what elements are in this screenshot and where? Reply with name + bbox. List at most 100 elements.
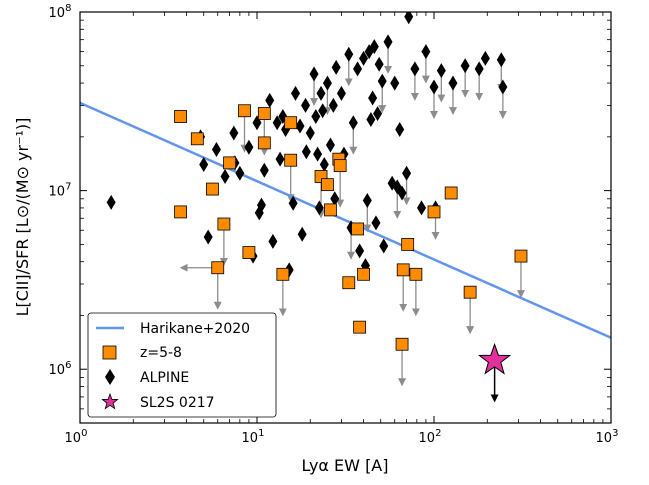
x-tick-exponent: 2	[435, 428, 441, 439]
y-tick-base: 10	[49, 185, 66, 200]
z5-8-point	[211, 261, 225, 275]
z5-8-point	[427, 205, 441, 219]
legend-square-marker	[102, 345, 117, 360]
y-tick-base: 10	[49, 6, 66, 21]
z5-8-point	[206, 182, 219, 196]
legend-frame	[87, 312, 277, 418]
legend-label-alpine: ALPINE	[140, 370, 189, 386]
z5-8-point	[284, 153, 298, 167]
alpine-point	[281, 121, 291, 137]
alpine-point	[366, 112, 376, 128]
alpine-point	[460, 58, 470, 74]
z5-8-point	[401, 237, 415, 251]
y-tick-label: 106	[49, 360, 72, 378]
alpine-point	[309, 66, 319, 82]
z5-8-point	[324, 203, 337, 217]
y-tick-exponent: 8	[65, 3, 71, 14]
legend-label-z5-8: z=5-8	[140, 345, 182, 361]
z5-8-point	[409, 267, 423, 281]
z5-8-point	[342, 276, 356, 290]
z5-8-series	[174, 104, 528, 351]
alpine-point	[348, 115, 358, 131]
y-tick-exponent: 6	[65, 360, 71, 371]
legend-diamond-marker	[105, 369, 115, 385]
z5-8-point	[353, 320, 367, 334]
legend-label-harikane: Harikane+2020	[140, 321, 250, 337]
alpine-series	[106, 12, 508, 278]
alpine-point	[322, 75, 332, 91]
plot-frame	[79, 11, 612, 424]
x-tick-base: 10	[242, 431, 259, 446]
z5-8-point	[190, 132, 204, 146]
alpine-point	[417, 200, 427, 216]
z5-8-point	[257, 107, 271, 120]
z5-8-point	[333, 159, 347, 173]
z5-8-point	[174, 110, 187, 123]
alpine-point	[288, 195, 298, 211]
alpine-point	[328, 97, 338, 113]
alpine-point	[319, 157, 329, 173]
z5-8-point	[276, 267, 290, 281]
y-tick-exponent: 7	[65, 182, 71, 193]
alpine-point	[318, 103, 328, 119]
harikane-relation	[80, 101, 611, 339]
alpine-point	[369, 39, 379, 55]
sl2s-0217-point	[477, 342, 512, 375]
alpine-point	[474, 61, 484, 77]
y-tick-label: 107	[49, 182, 72, 200]
z5-8-point	[395, 337, 409, 351]
alpine-point	[268, 233, 278, 249]
alpine-point	[275, 151, 285, 167]
z5-8-point	[396, 263, 410, 277]
alpine-point	[368, 90, 378, 106]
alpine-point	[316, 85, 326, 101]
alpine-point	[344, 46, 354, 62]
z5-8-point	[242, 246, 256, 259]
x-tick-base: 10	[419, 431, 436, 446]
alpine-point	[313, 146, 323, 162]
alpine-point	[359, 50, 369, 66]
alpine-point	[325, 137, 335, 153]
alpine-point	[220, 168, 230, 184]
alpine-point	[371, 215, 381, 231]
y-axis-label: L[CII]/SFR [L⊙/(M⊙ yr⁻¹)]	[13, 118, 32, 317]
axis-ticks	[79, 11, 612, 424]
alpine-point	[301, 144, 311, 160]
alpine-point	[429, 79, 439, 95]
z5-8-point	[257, 136, 271, 150]
x-tick-exponent: 0	[81, 428, 87, 439]
alpine-point	[379, 238, 389, 254]
alpine-point	[259, 162, 269, 178]
z5-8-point	[238, 104, 251, 118]
alpine-point	[373, 106, 383, 122]
legend-star-marker	[101, 392, 119, 410]
alpine-point	[297, 226, 307, 242]
y-tick-base: 10	[49, 363, 66, 378]
z5-8-point	[223, 156, 236, 170]
alpine-point	[336, 85, 346, 101]
z5-8-point	[463, 285, 477, 299]
x-tick-label: 101	[242, 428, 265, 446]
alpine-point	[235, 165, 245, 181]
alpine-point	[295, 118, 305, 134]
alpine-point	[305, 125, 315, 141]
alpine-point	[421, 44, 431, 60]
alpine-point	[397, 185, 407, 201]
x-tick-base: 10	[65, 431, 82, 446]
alpine-point	[290, 85, 300, 101]
alpine-point	[448, 75, 458, 91]
alpine-point	[353, 61, 363, 77]
alpine-point	[301, 97, 311, 113]
alpine-point	[436, 63, 446, 79]
alpine-point	[390, 75, 400, 91]
alpine-point	[272, 115, 282, 131]
alpine-point	[314, 200, 324, 216]
x-tick-base: 10	[596, 431, 613, 446]
z5-8-point	[444, 186, 458, 200]
alpine-point	[106, 194, 116, 210]
alpine-point	[203, 229, 213, 245]
z5-8-point	[357, 267, 370, 281]
alpine-point	[256, 197, 266, 213]
z5-8-point	[217, 217, 231, 231]
